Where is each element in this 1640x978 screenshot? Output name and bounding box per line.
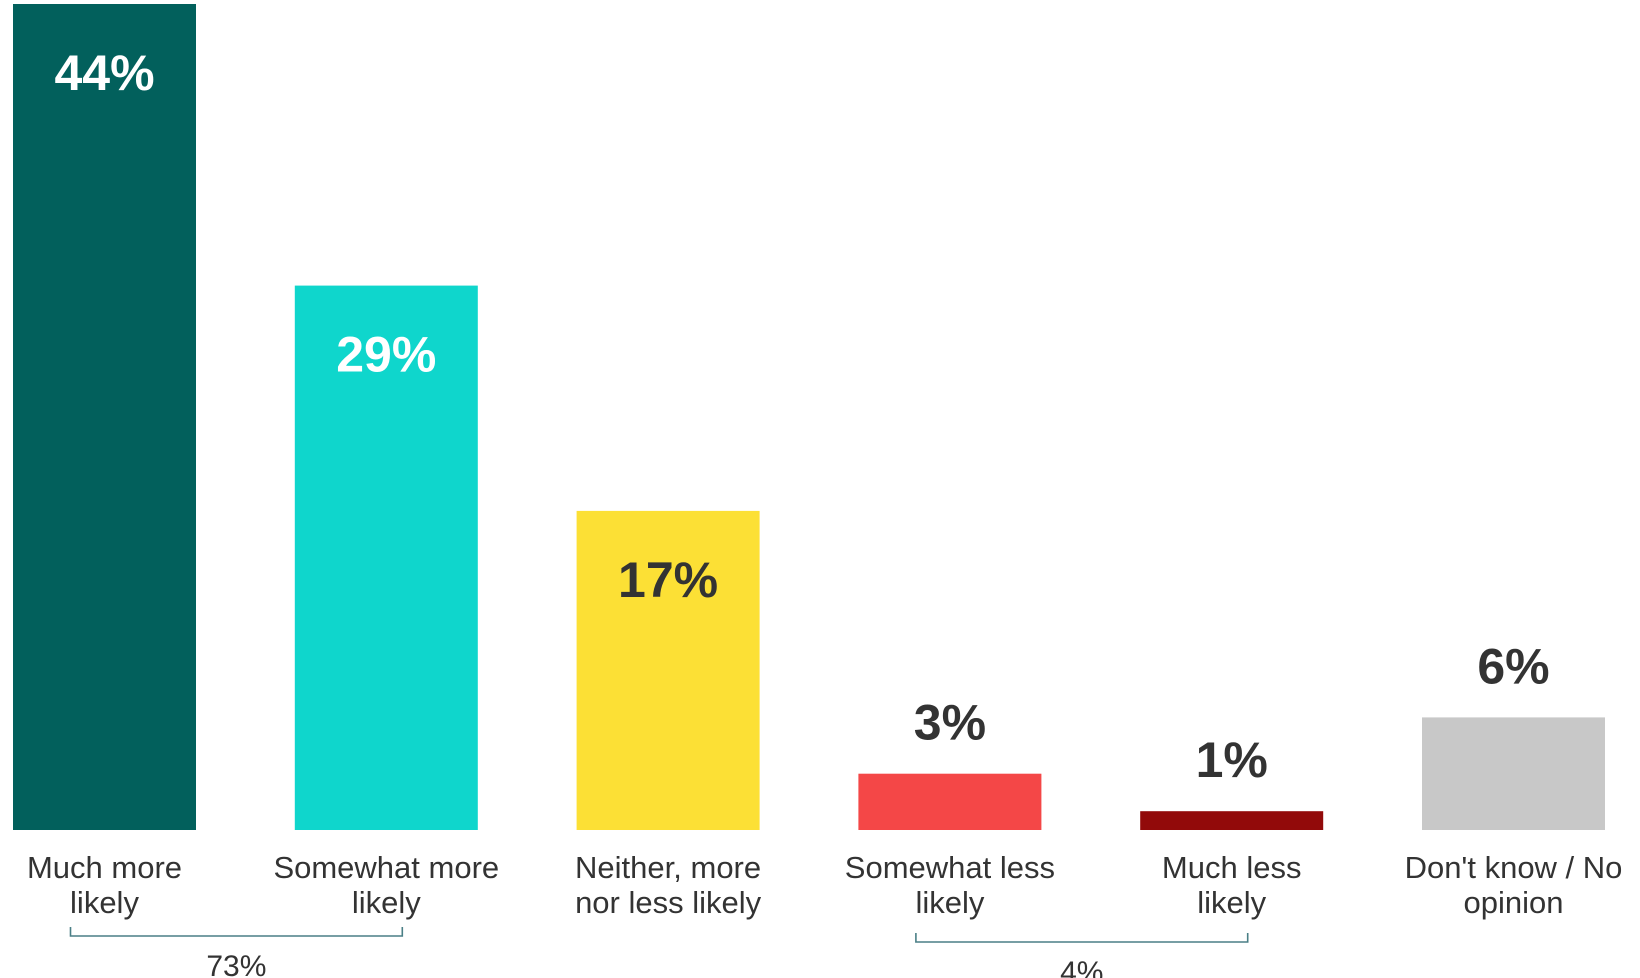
category-label-line: nor less likely [575,885,762,920]
group-total-0: 73% [206,950,266,978]
data-label-4: 1% [1196,732,1268,788]
bar-5 [1422,717,1605,830]
category-label-3: Somewhat less likely [845,850,1055,920]
category-label-line: opinion [1464,885,1564,920]
bar-4 [1140,811,1324,830]
category-label-line: Much less [1162,850,1302,885]
group-total-1: 4% [1060,956,1103,978]
data-label-1: 29% [336,327,436,383]
data-label-0: 44% [54,45,154,101]
category-label-line: Don't know / No [1405,850,1623,885]
data-label-3: 3% [914,695,986,751]
category-label-4: Much less likely [1162,850,1302,920]
group-brackets: 73% 4% [69,927,1249,978]
data-label-2: 17% [618,552,718,608]
category-label-line: likely [1197,885,1266,920]
group-bracket-1 [915,933,1249,943]
category-label-line: likely [70,885,139,920]
category-label-1: Somewhat more likely [273,850,499,920]
group-bracket-0 [69,927,404,937]
category-label-0: Much more likely [27,850,182,920]
bar-0 [13,4,196,830]
bar-2 [576,510,760,830]
category-label-line: likely [352,885,421,920]
bars [13,4,1605,831]
category-label-2: Neither, more nor less likely [575,850,762,920]
category-label-line: Somewhat less [845,850,1055,885]
bar-3 [858,773,1042,830]
category-label-line: likely [915,885,984,920]
category-label-line: Much more [27,850,182,885]
category-label-line: Somewhat more [273,850,499,885]
category-label-line: Neither, more [575,850,761,885]
bar-1 [294,285,478,831]
data-label-5: 6% [1477,638,1549,694]
category-label-5: Don't know / No opinion [1405,850,1623,920]
data-labels: 44% 29% 17% 3% 1% 6% [54,45,1549,788]
